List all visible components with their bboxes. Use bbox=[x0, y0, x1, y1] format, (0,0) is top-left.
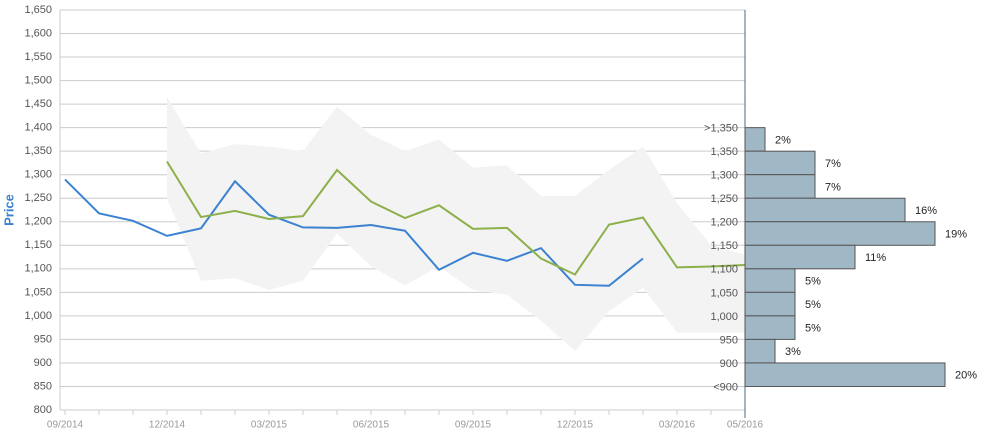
bar-value-label: 5% bbox=[805, 299, 821, 311]
bin-label: 1,350 bbox=[710, 146, 738, 158]
x-tick-label: 03/2016 bbox=[659, 420, 696, 431]
bin-label: >1,350 bbox=[704, 123, 738, 135]
bar-value-label: 11% bbox=[865, 252, 886, 264]
histogram-bar bbox=[744, 127, 766, 152]
histogram-bar bbox=[744, 338, 776, 364]
y-tick-label: 1,650 bbox=[24, 4, 52, 16]
bin-label: 1,050 bbox=[710, 287, 738, 299]
bin-label: 1,000 bbox=[710, 311, 738, 323]
x-tick-label: 09/2014 bbox=[47, 420, 84, 431]
y-tick-label: 1,550 bbox=[24, 51, 52, 63]
line-series bbox=[166, 161, 746, 276]
y-tick-label: 1,100 bbox=[24, 263, 52, 275]
x-tick-label: 12/2015 bbox=[557, 420, 594, 431]
histogram-bar bbox=[744, 197, 906, 223]
bin-label: 1,150 bbox=[710, 240, 738, 252]
y-tick-label: 1,600 bbox=[24, 27, 52, 39]
histogram-bar bbox=[744, 362, 946, 387]
x-tick-label: 12/2014 bbox=[149, 420, 186, 431]
bar-value-label: 7% bbox=[825, 158, 841, 170]
bin-label: 950 bbox=[720, 334, 738, 346]
x-tick-label: 03/2015 bbox=[251, 420, 288, 431]
bar-value-label: 16% bbox=[915, 205, 937, 217]
histogram-bar bbox=[744, 244, 856, 270]
y-tick-label: 850 bbox=[34, 380, 52, 392]
histogram-bar bbox=[744, 174, 816, 199]
y-tick-label: 1,500 bbox=[24, 74, 52, 86]
histogram-bar bbox=[744, 315, 796, 340]
y-tick-label: 1,300 bbox=[24, 169, 52, 181]
y-tick-label: 1,000 bbox=[24, 310, 52, 322]
bin-label: 1,250 bbox=[710, 193, 738, 205]
bin-label: 900 bbox=[720, 358, 738, 370]
y-tick-label: 1,250 bbox=[24, 192, 52, 204]
bin-label: 1,300 bbox=[710, 170, 738, 182]
x-tick-label: 09/2015 bbox=[455, 420, 492, 431]
x-tick-label: 05/2016 bbox=[727, 420, 764, 431]
histogram-bar bbox=[744, 221, 936, 246]
line-series bbox=[64, 178, 644, 287]
bar-value-label: 7% bbox=[825, 181, 841, 193]
bin-label: <900 bbox=[713, 381, 738, 393]
bar-value-label: 19% bbox=[945, 228, 967, 240]
y-axis-label: Price bbox=[1, 194, 16, 226]
y-tick-label: 1,200 bbox=[24, 216, 52, 228]
bar-value-label: 5% bbox=[805, 275, 821, 287]
range-band bbox=[167, 97, 745, 352]
bin-label: 1,200 bbox=[710, 217, 738, 229]
bar-value-label: 5% bbox=[805, 323, 821, 335]
bin-label: 1,100 bbox=[710, 264, 738, 276]
bar-value-label: 3% bbox=[785, 346, 801, 358]
x-tick-label: 06/2015 bbox=[353, 420, 390, 431]
y-tick-label: 950 bbox=[34, 333, 52, 345]
bar-value-label: 2% bbox=[775, 134, 791, 146]
y-tick-label: 800 bbox=[34, 404, 52, 416]
histogram-bar bbox=[744, 291, 796, 317]
y-tick-label: 1,350 bbox=[24, 145, 52, 157]
y-tick-label: 1,450 bbox=[24, 98, 52, 110]
histogram-bar bbox=[744, 150, 816, 176]
bar-value-label: 20% bbox=[955, 370, 977, 382]
y-tick-label: 1,150 bbox=[24, 239, 52, 251]
y-tick-label: 900 bbox=[34, 357, 52, 369]
histogram-bar bbox=[744, 268, 796, 293]
y-tick-label: 1,050 bbox=[24, 286, 52, 298]
y-tick-label: 1,400 bbox=[24, 122, 52, 134]
